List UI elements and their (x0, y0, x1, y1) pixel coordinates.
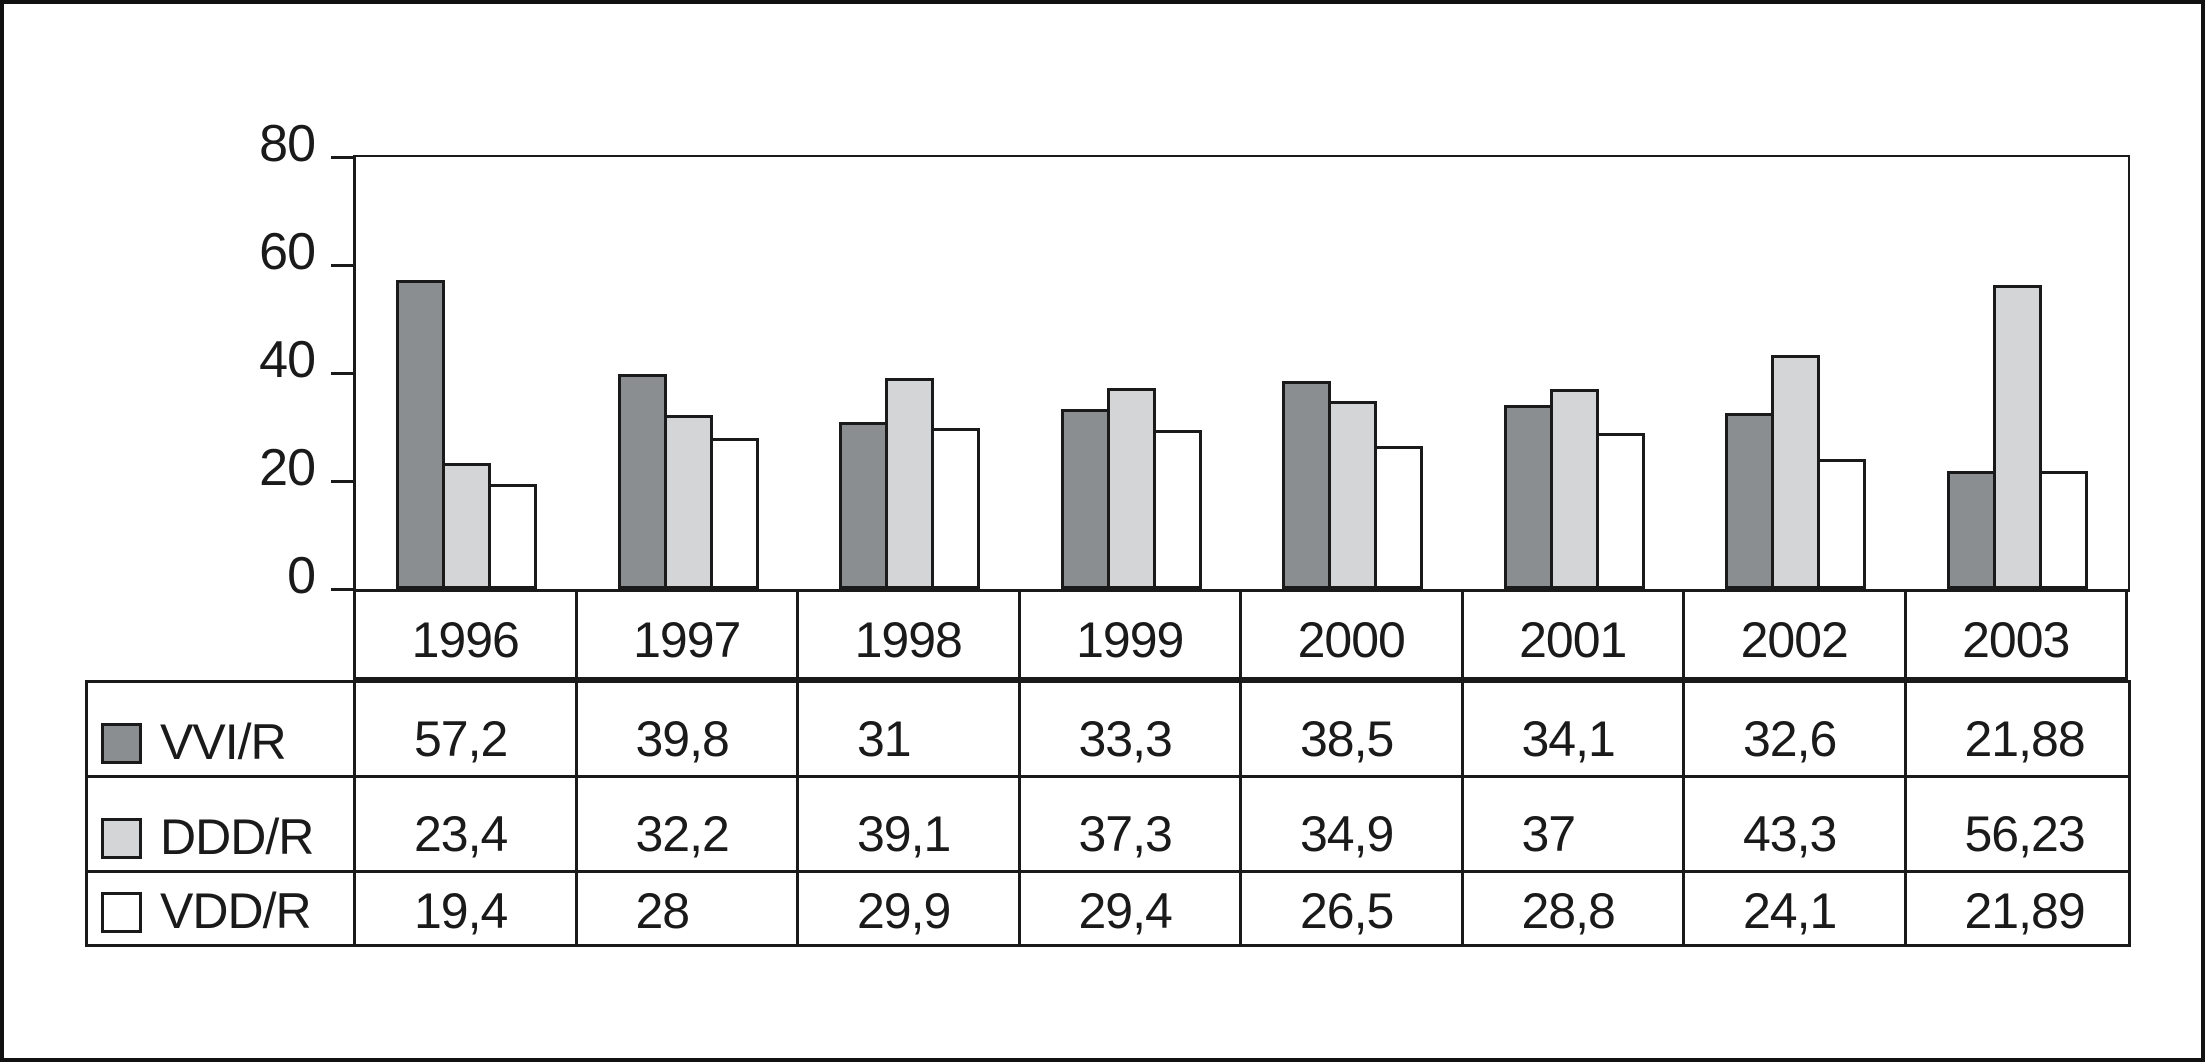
value-cell: 32,6 (1685, 683, 1907, 775)
bar-group-1998 (799, 157, 1021, 589)
data-table: VVI/R 57,2 39,8 31 33,3 38,5 34,1 32,6 21,88 DDD/… (85, 680, 2131, 947)
year-label-1999: 1999 (1020, 592, 1242, 680)
value-cell: 32,2 (578, 778, 799, 870)
series-label: VDD/R (160, 883, 312, 939)
y-axis-tick-label: 80 (259, 115, 316, 173)
value-cell: 39,8 (578, 683, 799, 775)
bar-vdd-r-1998 (931, 428, 981, 589)
bar-vvi-r-2000 (1282, 381, 1332, 589)
bar-ddd-r-1998 (885, 378, 935, 589)
legend-swatch-icon (101, 892, 142, 933)
bar-ddd-r-2001 (1549, 389, 1599, 589)
bar-vdd-r-1999 (1152, 430, 1202, 589)
bar-ddd-r-1996 (442, 463, 492, 589)
y-axis-tick-mark (331, 588, 356, 591)
y-axis-tick-mark (331, 156, 356, 159)
legend-cell: VVI/R (88, 683, 356, 775)
bar-ddd-r-2000 (1328, 401, 1378, 589)
bar-vvi-r-1999 (1060, 409, 1110, 589)
bar-vvi-r-1996 (396, 280, 446, 589)
bar-ddd-r-2003 (1992, 285, 2042, 589)
y-axis-tick-label: 0 (287, 547, 316, 605)
value-cell: 29,4 (1021, 873, 1242, 944)
bar-group-2001 (1464, 157, 1686, 589)
y-axis-tick-mark (331, 264, 356, 267)
table-row-ddd-r: DDD/R 23,4 32,2 39,1 37,3 34,9 37 43,3 56,23 (88, 778, 2128, 873)
value-cell: 33,3 (1021, 683, 1242, 775)
year-label-2002: 2002 (1685, 592, 1907, 680)
value-cell: 26,5 (1242, 873, 1464, 944)
series-label: VVI/R (160, 714, 287, 770)
year-label-1998: 1998 (799, 592, 1021, 680)
bar-vvi-r-2001 (1503, 405, 1553, 589)
year-label-2003: 2003 (1906, 592, 2128, 680)
value-cell: 34,9 (1242, 778, 1464, 870)
plot-area (353, 155, 2130, 592)
bar-vdd-r-2000 (1374, 446, 1424, 589)
value-cell: 29,9 (799, 873, 1021, 944)
bar-group-1996 (356, 157, 578, 589)
bar-vvi-r-2002 (1725, 413, 1775, 589)
value-cell: 57,2 (356, 683, 578, 775)
bar-group-1997 (578, 157, 800, 589)
table-row-vvi-r: VVI/R 57,2 39,8 31 33,3 38,5 34,1 32,6 21,88 (88, 683, 2128, 778)
bar-vdd-r-1996 (488, 484, 538, 589)
value-cell: 28,8 (1464, 873, 1685, 944)
year-label-1997: 1997 (577, 592, 799, 680)
bar-ddd-r-1997 (663, 415, 713, 589)
x-axis-year-row: 1996 1997 1998 1999 2000 2001 2002 2003 (353, 592, 2128, 680)
value-cell: 21,88 (1964, 711, 2086, 767)
bar-vdd-r-2003 (2038, 471, 2088, 589)
y-axis-tick-label: 20 (259, 439, 316, 497)
legend-cell: VDD/R (88, 873, 356, 944)
table-row-vdd-r: VDD/R 19,4 28 29,9 29,4 26,5 28,8 24,1 21,89 (88, 873, 2128, 944)
bar-ddd-r-2002 (1771, 355, 1821, 589)
bar-vdd-r-2002 (1817, 459, 1867, 589)
year-label-1996: 1996 (356, 592, 578, 680)
y-axis-tick-label: 40 (259, 331, 316, 389)
year-label-2000: 2000 (1242, 592, 1464, 680)
value-cell: 39,1 (799, 778, 1021, 870)
bar-vvi-r-1997 (617, 374, 667, 589)
value-cell: 43,3 (1685, 778, 1907, 870)
value-cell: 23,4 (356, 778, 578, 870)
bar-vdd-r-1997 (709, 438, 759, 589)
value-cell: 28 (578, 873, 799, 944)
value-cell: 56,23 (1964, 806, 2086, 862)
bar-group-1999 (1021, 157, 1243, 589)
bar-vvi-r-2003 (1946, 471, 1996, 589)
bar-group-2000 (1242, 157, 1464, 589)
value-cell: 31 (799, 683, 1021, 775)
legend-swatch-icon (101, 818, 142, 859)
y-axis-tick-mark (331, 372, 356, 375)
bar-vdd-r-2001 (1595, 433, 1645, 589)
value-cell: 19,4 (356, 873, 578, 944)
legend-cell: DDD/R (88, 778, 356, 870)
value-cell: 37,3 (1021, 778, 1242, 870)
bar-vvi-r-1998 (839, 422, 889, 589)
bar-group-2002 (1685, 157, 1907, 589)
year-label-2001: 2001 (1463, 592, 1685, 680)
legend-swatch-icon (101, 723, 142, 764)
bar-group-2003 (1907, 157, 2129, 589)
value-cell: 24,1 (1685, 873, 1907, 944)
value-cell: 38,5 (1242, 683, 1464, 775)
value-cell: 34,1 (1464, 683, 1685, 775)
value-cell: 21,89 (1964, 883, 2086, 939)
value-cell: 37 (1464, 778, 1685, 870)
bar-ddd-r-1999 (1106, 388, 1156, 589)
y-axis-tick-mark (331, 480, 356, 483)
series-label: DDD/R (160, 809, 314, 865)
y-axis-tick-label: 60 (259, 223, 316, 281)
